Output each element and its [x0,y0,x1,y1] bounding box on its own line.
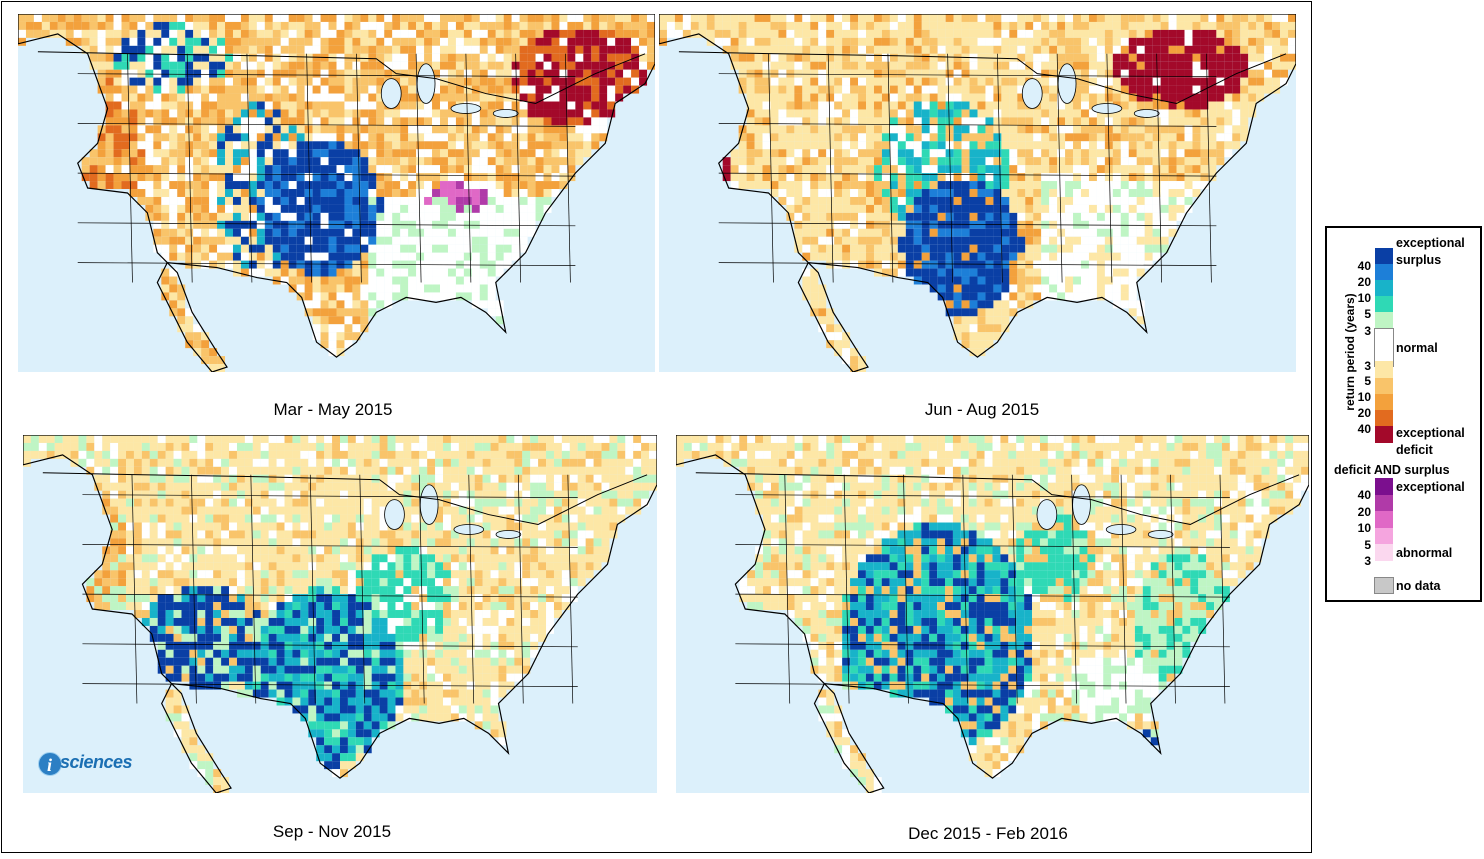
legend-box [1325,226,1482,602]
both-tick-3: 3 [1364,554,1371,568]
surplus-tick-10: 10 [1357,291,1371,305]
legend-normal: normal [1396,341,1438,355]
both-swatch-4 [1375,544,1393,561]
deficit-swatch-1 [1375,378,1393,395]
legend-deficit-and-surplus-title: deficit AND surplus [1334,463,1450,477]
coastline [18,14,655,372]
deficit-tick-40: 40 [1357,422,1371,436]
legend-exceptional-deficit-1: exceptional [1396,426,1465,440]
figure-frame [1,1,1312,853]
both-tick-20: 20 [1357,505,1371,519]
great-lake [1057,63,1077,104]
caption-jun-aug-2015: Jun - Aug 2015 [924,400,1040,419]
great-lake [1072,484,1091,525]
caption-mar-may-2015: Mar - May 2015 [273,400,393,419]
isciences-logo: i [38,752,62,776]
great-lake [384,499,405,530]
coastline [676,435,1309,793]
deficit-swatch-3 [1375,410,1393,427]
great-lake [1021,78,1043,109]
great-lake [1036,499,1058,530]
map-svg [676,435,1309,793]
deficit-tick-5: 5 [1364,374,1371,388]
anomaly-grid [659,14,1296,372]
surplus-swatch-2 [1375,280,1393,297]
surplus-tick-3: 3 [1364,324,1371,338]
surplus-tick-20: 20 [1357,275,1371,289]
state-borders [695,472,1300,704]
deficit-tick-3: 3 [1364,359,1371,373]
map-panel-sep-nov-2015 [23,435,657,793]
great-lake [1147,530,1174,539]
legend-no-data: no data [1396,579,1441,593]
both-tick-10: 10 [1357,521,1371,535]
great-lake [380,78,402,109]
both-tick-5: 5 [1364,538,1371,552]
great-lake [495,530,522,539]
legend-exceptional-surplus-2: surplus [1396,253,1442,267]
surplus-swatch-0 [1375,248,1393,265]
surplus-tick-40: 40 [1357,259,1371,273]
both-swatch-2 [1375,511,1393,528]
deficit-tick-10: 10 [1357,390,1371,404]
both-tick-40: 40 [1357,488,1371,502]
great-lake [453,524,485,535]
surplus-swatch-1 [1375,264,1393,281]
legend-axis-label: return period (years) [1343,293,1357,411]
legend-exceptional-surplus-1: exceptional [1396,236,1465,250]
logo-text: sciences [60,752,133,772]
surplus-tick-5: 5 [1364,307,1371,321]
map-svg [659,14,1296,372]
great-lake [419,484,439,525]
caption-dec-2015-feb-2016: Dec 2015 - Feb 2016 [908,824,1068,843]
map-panel-jun-aug-2015 [659,14,1296,372]
state-borders [42,472,648,704]
great-lake [1133,109,1160,118]
coastline [659,14,1296,372]
coastline [23,435,657,793]
deficit-swatch-0 [1375,361,1393,378]
great-lake [1105,524,1137,535]
both-swatch-0 [1375,478,1393,495]
normal-swatch [1374,328,1394,367]
great-lake [450,103,482,114]
great-lake [1091,103,1123,114]
deficit-tick-20: 20 [1357,406,1371,420]
legend-both-exceptional: exceptional [1396,480,1465,494]
both-swatch-1 [1375,495,1393,512]
anomaly-grid [23,435,657,793]
state-borders [678,51,1287,283]
deficit-swatch-4 [1375,426,1393,443]
both-swatch-3 [1375,528,1393,545]
anomaly-grid [18,14,655,372]
legend-exceptional-deficit-2: deficit [1396,443,1433,457]
map-panel-dec-2015-feb-2016 [676,435,1309,793]
legend-both-abnormal: abnormal [1396,546,1453,560]
logo-letter: i [47,755,52,775]
state-borders [37,51,646,283]
anomaly-grid [676,435,1309,793]
great-lake [416,63,436,104]
map-panel-mar-may-2015 [18,14,655,372]
great-lake [492,109,519,118]
deficit-swatch-2 [1375,394,1393,411]
map-svg [18,14,655,372]
map-svg [23,435,657,793]
surplus-swatch-3 [1375,296,1393,313]
caption-sep-nov-2015: Sep - Nov 2015 [272,822,392,841]
no-data-swatch [1374,577,1394,594]
surplus-swatch-4 [1375,312,1393,329]
